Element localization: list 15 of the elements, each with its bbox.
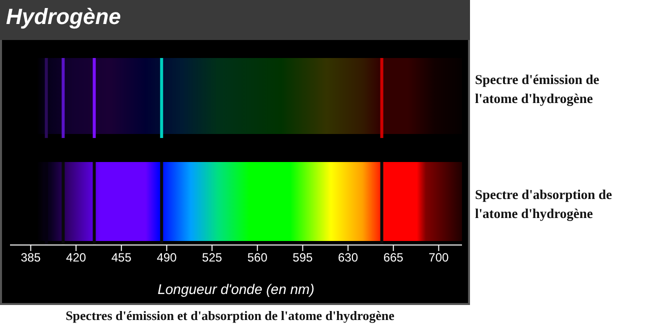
x-tick-label: 700 — [428, 250, 450, 265]
x-tick-label: 525 — [202, 250, 222, 265]
x-tick-label: 385 — [20, 250, 42, 265]
x-tick-label: 455 — [111, 250, 132, 265]
x-tick-label: 420 — [66, 250, 86, 265]
x-tick-label: 490 — [156, 250, 178, 265]
x-axis-title: Longueur d'onde (en nm) — [158, 281, 314, 297]
chart-title: Hydrogène — [6, 4, 121, 30]
y-axis-title: Spectre d'émission de l'atome d'hydrogène — [475, 71, 600, 108]
x-tick-label: 630 — [338, 250, 358, 265]
y-axis-title: Spectre d'absorption de l'atome d'hydrogène — [475, 186, 614, 223]
x-tick-label: 665 — [383, 250, 404, 265]
x-tick-label: 560 — [247, 250, 268, 265]
text: Spectres d'émission et d'absorption de l'atome d'hydrogène — [64, 307, 396, 324]
x-tick-label: 595 — [292, 250, 314, 265]
